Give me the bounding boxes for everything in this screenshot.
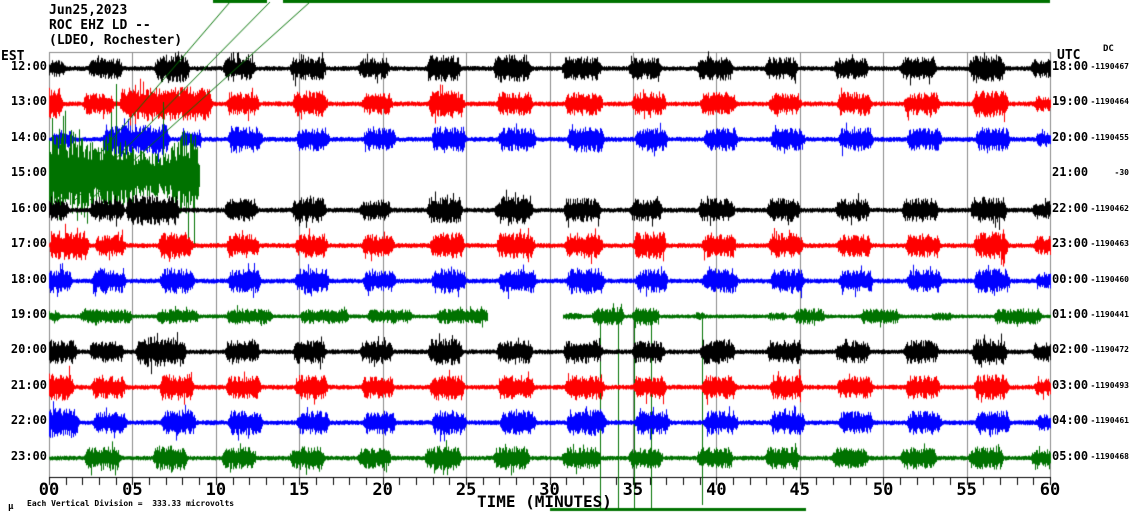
mu-glyph: µ <box>8 502 14 512</box>
utc-label: 02:00 <box>1052 342 1089 357</box>
header-station: ROC EHZ LD -- <box>49 18 151 33</box>
x-tick-label: 55 <box>956 480 977 500</box>
dc-value: -1190455 <box>1090 132 1129 142</box>
dc-value: -1190441 <box>1090 309 1129 319</box>
utc-label: 20:00 <box>1052 129 1089 144</box>
x-tick-label: 35 <box>622 480 644 500</box>
est-label: 14:00 <box>10 129 47 144</box>
x-axis-title: TIME (MINUTES) <box>477 492 612 511</box>
est-label: 19:00 <box>10 306 47 321</box>
utc-label: 18:00 <box>1052 59 1089 73</box>
x-tick-label: 60 <box>1039 480 1061 500</box>
est-label: 15:00 <box>10 165 47 180</box>
utc-label: 00:00 <box>1052 271 1089 286</box>
dc-value: -1190463 <box>1090 239 1129 249</box>
x-tick-label: 40 <box>706 480 727 500</box>
x-tick-label: 25 <box>455 480 477 500</box>
x-tick-label: 30 <box>539 480 560 500</box>
dc-value: -1190462 <box>1090 203 1129 213</box>
right-timezone-label: UTC <box>1057 48 1081 63</box>
x-tick-label: 50 <box>872 480 894 500</box>
est-label: 21:00 <box>10 377 47 392</box>
x-tick-label: 20 <box>372 480 393 500</box>
dc-value: -1190472 <box>1090 345 1129 355</box>
est-label: 13:00 <box>10 94 47 109</box>
est-label: 16:00 <box>10 200 47 215</box>
utc-label: 01:00 <box>1052 306 1089 321</box>
footer-scale: Each Vertical Division = 333.33 microvol… <box>27 499 235 508</box>
est-label: 17:00 <box>10 236 47 251</box>
dc-value: -1190461 <box>1090 416 1129 426</box>
x-tick-label: 00 <box>38 480 60 500</box>
dc-value: -30 <box>1114 168 1129 178</box>
utc-label: 22:00 <box>1052 200 1089 215</box>
dc-value: -1190493 <box>1090 380 1129 390</box>
est-label: 23:00 <box>10 448 47 463</box>
utc-label: 23:00 <box>1052 236 1089 251</box>
dc-value: -1190460 <box>1090 274 1129 284</box>
dc-header-label: DC <box>1103 44 1114 54</box>
dc-value: -1190468 <box>1090 451 1129 461</box>
x-tick-label: 10 <box>205 480 227 500</box>
utc-label: 03:00 <box>1052 377 1089 392</box>
header-location: (LDEO, Rochester) <box>49 33 183 48</box>
est-label: 12:00 <box>10 59 47 73</box>
utc-label: 05:00 <box>1052 448 1089 463</box>
x-tick-label: 05 <box>122 480 143 500</box>
header-date: Jun25,2023 <box>49 3 128 18</box>
est-label: 18:00 <box>10 271 47 286</box>
est-label: 20:00 <box>10 342 47 357</box>
utc-label: 19:00 <box>1052 94 1089 109</box>
x-tick-label: 15 <box>289 480 310 500</box>
dc-value: -1190467 <box>1090 62 1129 71</box>
est-label: 22:00 <box>10 413 47 428</box>
dc-value: -1190464 <box>1090 97 1129 107</box>
utc-label: 21:00 <box>1052 165 1089 180</box>
utc-label: 04:00 <box>1052 413 1089 428</box>
left-timezone-label: EST <box>1 49 25 64</box>
x-tick-label: 45 <box>789 480 810 500</box>
